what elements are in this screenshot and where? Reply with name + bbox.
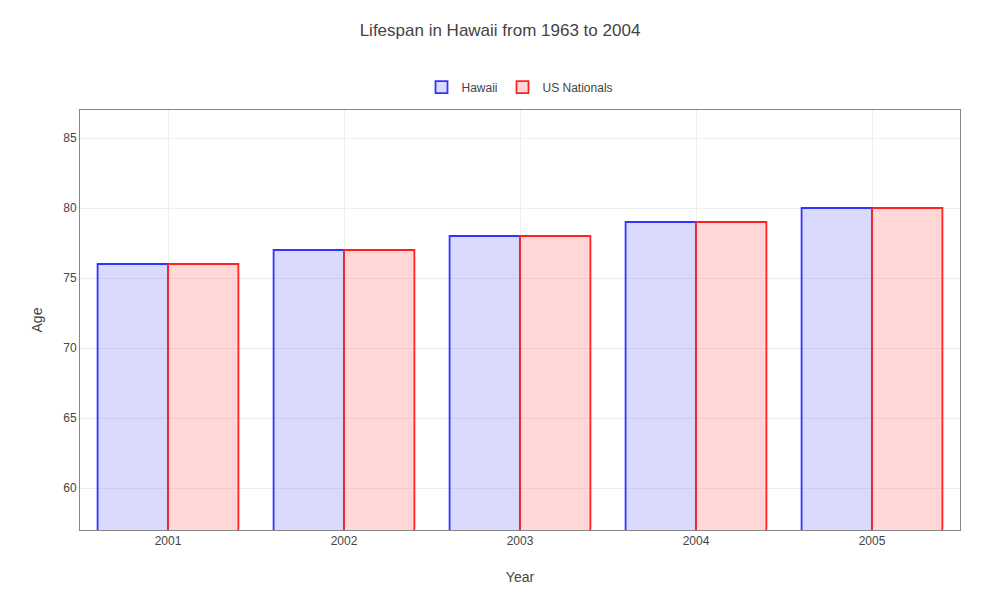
svg-text:70: 70 bbox=[63, 341, 77, 355]
svg-text:60: 60 bbox=[63, 481, 77, 495]
svg-text:2002: 2002 bbox=[331, 534, 358, 548]
svg-text:2001: 2001 bbox=[155, 534, 182, 548]
svg-text:Lifespan in Hawaii from 1963 t: Lifespan in Hawaii from 1963 to 2004 bbox=[360, 21, 641, 40]
svg-text:75: 75 bbox=[63, 271, 77, 285]
svg-text:US Nationals: US Nationals bbox=[543, 81, 613, 95]
svg-text:65: 65 bbox=[63, 411, 77, 425]
svg-text:Hawaii: Hawaii bbox=[462, 81, 498, 95]
svg-text:Age: Age bbox=[29, 307, 45, 332]
svg-text:80: 80 bbox=[63, 201, 77, 215]
svg-text:2005: 2005 bbox=[859, 534, 886, 548]
svg-text:2003: 2003 bbox=[507, 534, 534, 548]
svg-text:2004: 2004 bbox=[683, 534, 710, 548]
svg-text:Year: Year bbox=[506, 569, 535, 585]
svg-text:85: 85 bbox=[63, 131, 77, 145]
